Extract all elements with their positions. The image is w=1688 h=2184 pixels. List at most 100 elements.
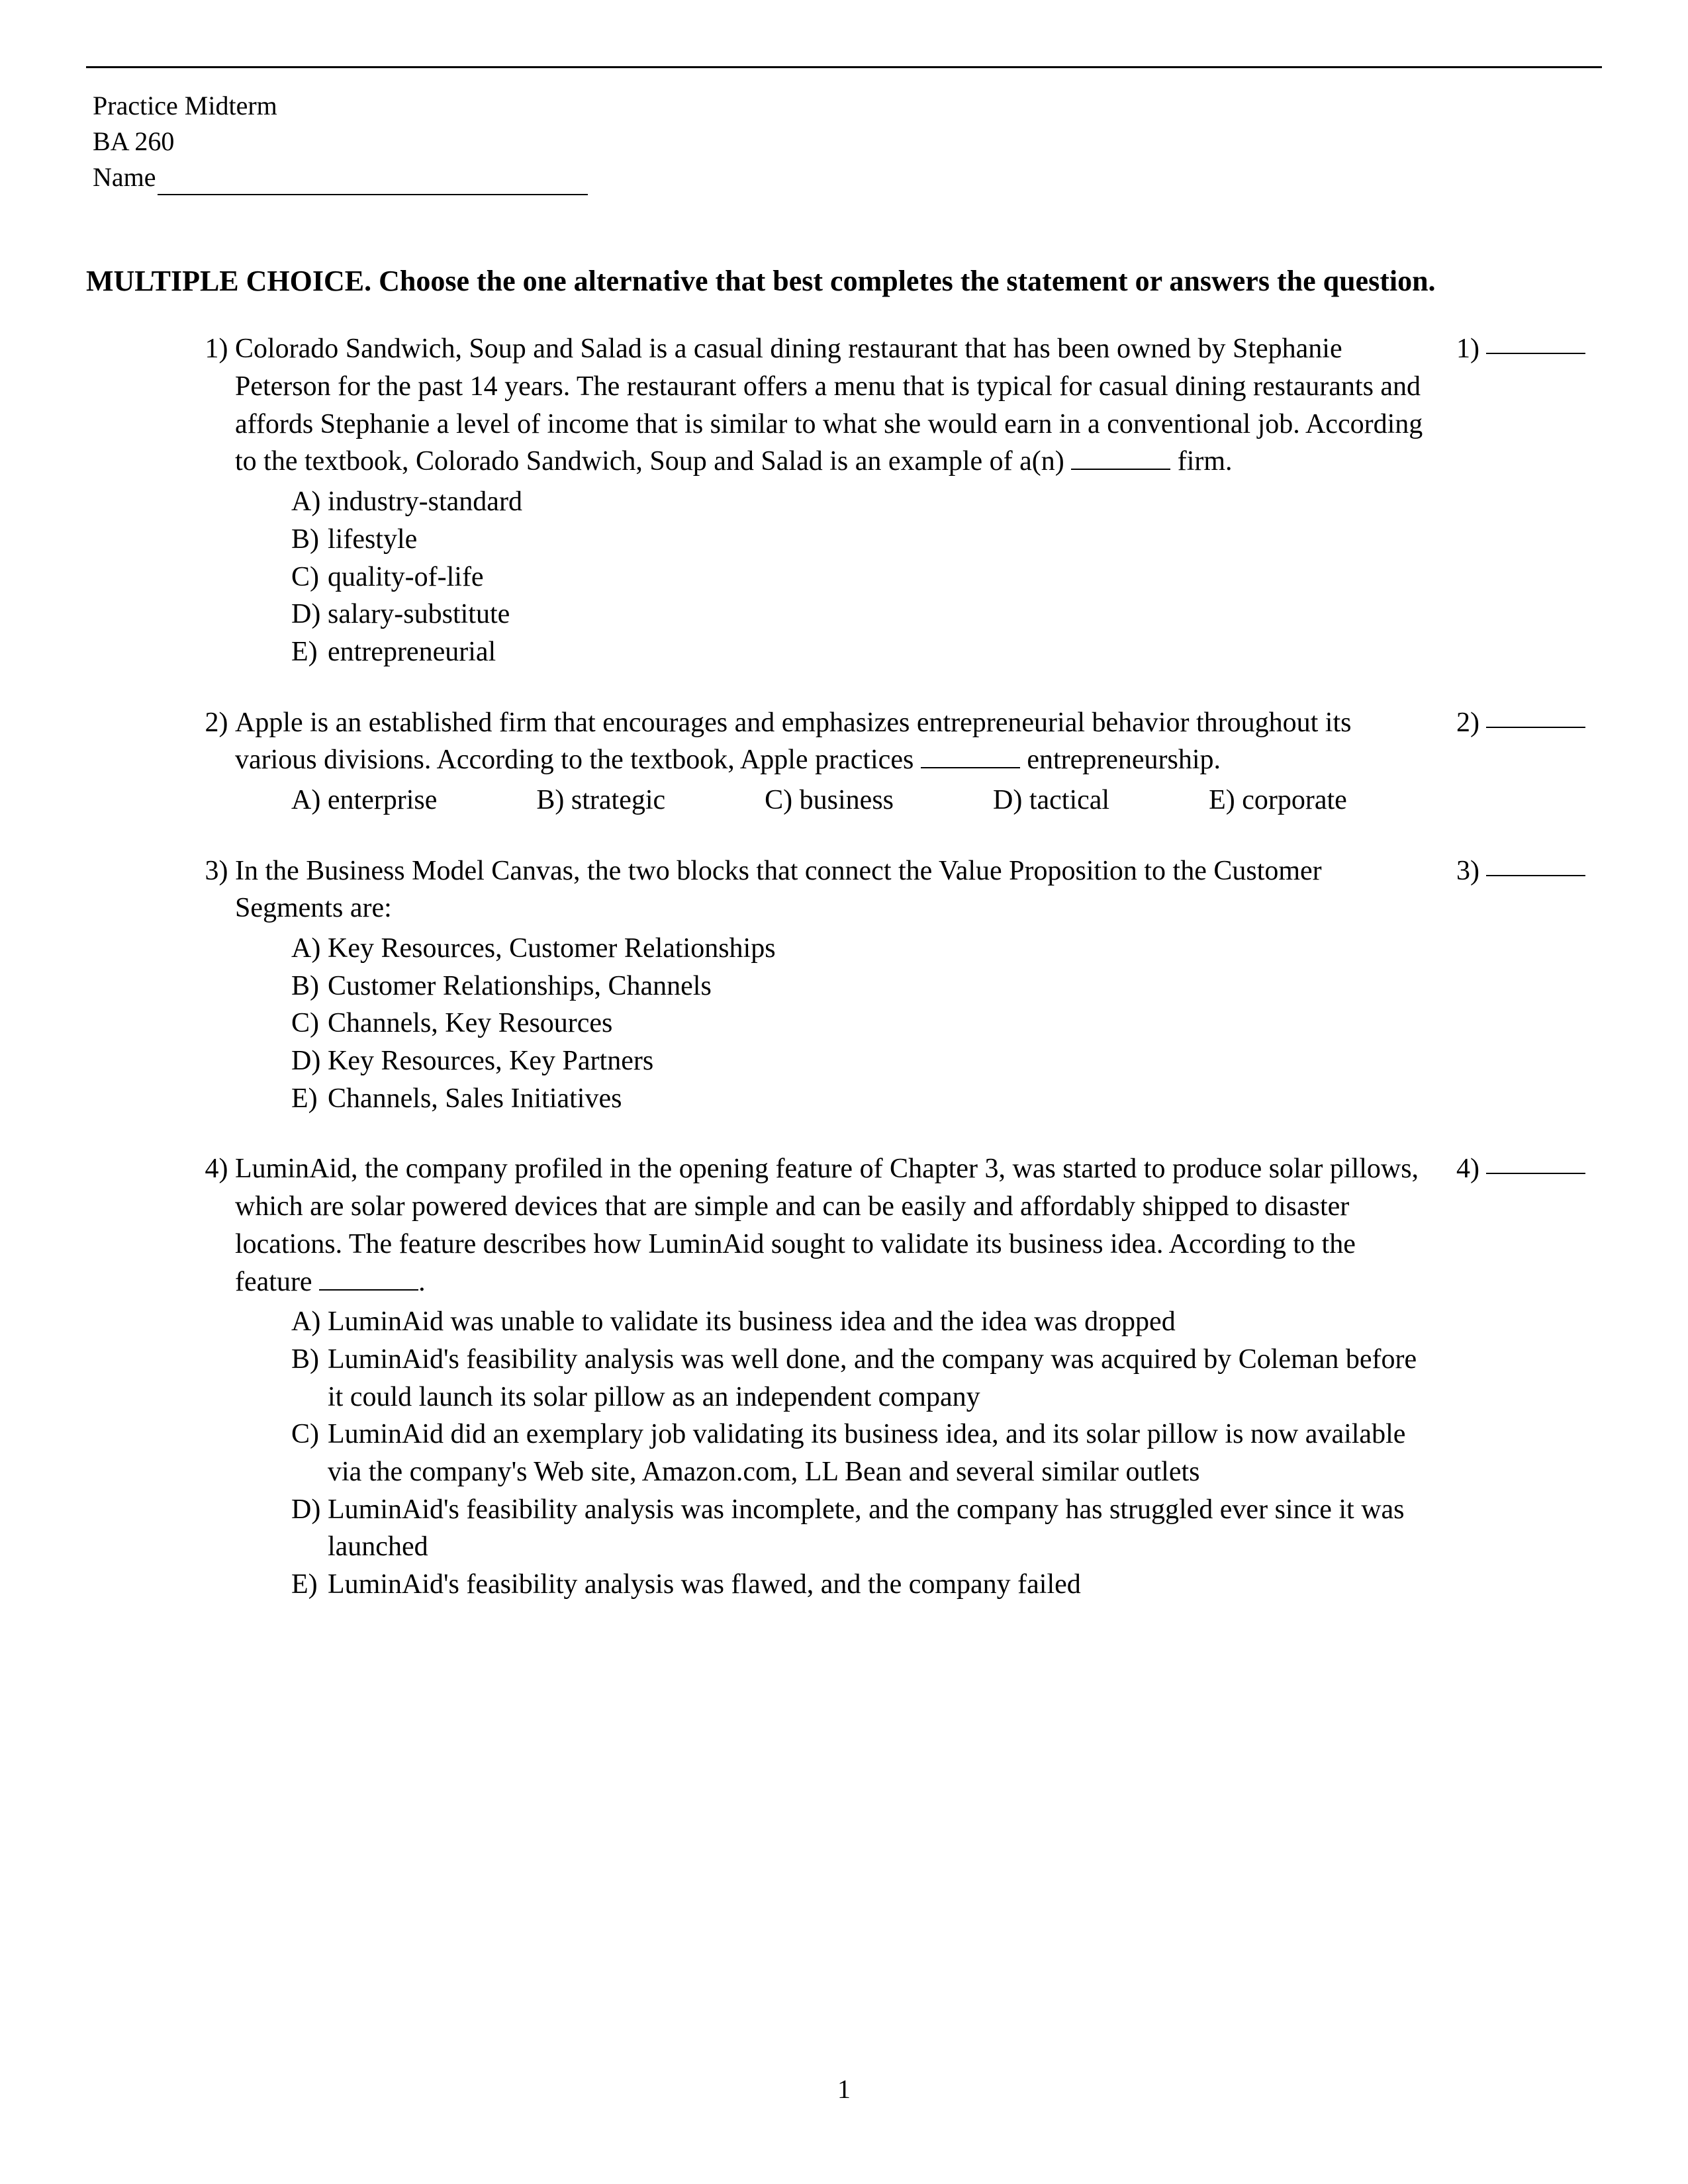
choice[interactable]: E) corporate [1209,782,1347,819]
stem-pre: Colorado Sandwich, Soup and Salad is a c… [235,334,1423,477]
choice-text: Customer Relationships, Channels [328,968,712,1005]
instructions: MULTIPLE CHOICE. Choose the one alternat… [86,261,1602,300]
choice[interactable]: A)LuminAid was unable to validate its bu… [291,1303,1430,1341]
answer-blank[interactable] [1486,704,1585,728]
question-number: 2) [199,704,235,742]
choice[interactable]: A)industry-standard [291,483,1430,521]
choice-text: LuminAid did an exemplary job validating… [328,1416,1430,1490]
answer-column: 1) [1456,330,1602,368]
choice[interactable]: A) enterprise [291,782,437,819]
choice[interactable]: E)entrepreneurial [291,633,1430,671]
choice-letter: D) [291,1042,328,1080]
choice-text: LuminAid was unable to validate its busi… [328,1303,1176,1341]
name-label: Name [93,162,156,192]
choice-text: LuminAid's feasibility analysis was flaw… [328,1566,1081,1604]
question-row: 3) In the Business Model Canvas, the two… [199,852,1602,1118]
choice[interactable]: C)quality-of-life [291,559,1430,596]
choice-letter: A) [291,1303,328,1341]
question-number: 1) [199,330,235,368]
choice[interactable]: B)LuminAid's feasibility analysis was we… [291,1341,1430,1416]
choice-text: Key Resources, Customer Relationships [328,930,776,968]
choice-letter: D) [291,1491,328,1566]
header-line-1: Practice Midterm [93,88,1602,124]
question-body: Apple is an established firm that encour… [235,704,1456,819]
choice[interactable]: A)Key Resources, Customer Relationships [291,930,1430,968]
stem-post: firm. [1170,446,1232,477]
choice[interactable]: E)Channels, Sales Initiatives [291,1080,1430,1118]
choice[interactable]: D)LuminAid's feasibility analysis was in… [291,1491,1430,1566]
choice[interactable]: E)LuminAid's feasibility analysis was fl… [291,1566,1430,1604]
answer-blank[interactable] [1486,1150,1585,1174]
choice-letter: B) [291,521,328,559]
choice-letter: C) [291,1005,328,1042]
top-rule [86,66,1602,68]
choices-stacked: A)Key Resources, Customer RelationshipsB… [291,930,1430,1117]
question-stem: Colorado Sandwich, Soup and Salad is a c… [235,330,1430,480]
question-stem: LuminAid, the company profiled in the op… [235,1150,1430,1300]
choice-text: LuminAid's feasibility analysis was well… [328,1341,1430,1416]
choice-letter: B) [291,1341,328,1416]
choice-letter: E) [291,1080,328,1118]
choice-text: salary-substitute [328,596,510,633]
question: 3) In the Business Model Canvas, the two… [199,852,1602,1118]
stem-post: . [418,1267,426,1297]
answer-column: 2) [1456,704,1602,742]
choices-stacked: A)LuminAid was unable to validate its bu… [291,1303,1430,1604]
choice-text: Key Resources, Key Partners [328,1042,653,1080]
choice[interactable]: B)lifestyle [291,521,1430,559]
choice[interactable]: C) business [765,782,894,819]
exam-page: Practice Midterm BA 260 Name MULTIPLE CH… [0,0,1688,2184]
question-row: 1) Colorado Sandwich, Soup and Salad is … [199,330,1602,670]
answer-number: 4) [1456,1150,1479,1188]
choice-letter: C) [291,559,328,596]
question: 4) LuminAid, the company profiled in the… [199,1150,1602,1603]
choice[interactable]: C)Channels, Key Resources [291,1005,1430,1042]
choice-text: quality-of-life [328,559,484,596]
choice-letter: A) [291,483,328,521]
question-body: LuminAid, the company profiled in the op… [235,1150,1456,1603]
choice-letter: E) [291,1566,328,1604]
header-block: Practice Midterm BA 260 Name [93,88,1602,195]
choice[interactable]: D)Key Resources, Key Partners [291,1042,1430,1080]
question-number: 4) [199,1150,235,1188]
fill-blank[interactable] [319,1289,418,1291]
questions-container: 1) Colorado Sandwich, Soup and Salad is … [199,330,1602,1603]
question-number: 3) [199,852,235,890]
question: 2) Apple is an established firm that enc… [199,704,1602,819]
choice[interactable]: B) strategic [536,782,665,819]
fill-blank[interactable] [921,767,1020,768]
choice-text: industry-standard [328,483,522,521]
choices-stacked: A)industry-standardB)lifestyleC)quality-… [291,483,1430,670]
question-row: 4) LuminAid, the company profiled in the… [199,1150,1602,1603]
choice-letter: C) [291,1416,328,1490]
header-line-2: BA 260 [93,124,1602,159]
choice-text: entrepreneurial [328,633,496,671]
answer-blank[interactable] [1486,330,1585,354]
answer-number: 1) [1456,330,1479,368]
stem-pre: LuminAid, the company profiled in the op… [235,1154,1419,1297]
choice[interactable]: B)Customer Relationships, Channels [291,968,1430,1005]
question-body: In the Business Model Canvas, the two bl… [235,852,1456,1118]
answer-column: 4) [1456,1150,1602,1188]
choice-letter: B) [291,968,328,1005]
choice-text: Channels, Sales Initiatives [328,1080,622,1118]
choice-letter: D) [291,596,328,633]
choice[interactable]: D) tactical [993,782,1109,819]
answer-blank[interactable] [1486,852,1585,876]
choice-text: LuminAid's feasibility analysis was inco… [328,1491,1430,1566]
answer-number: 2) [1456,704,1479,742]
question-stem: Apple is an established firm that encour… [235,704,1430,779]
choice[interactable]: D)salary-substitute [291,596,1430,633]
choice-text: Channels, Key Resources [328,1005,612,1042]
choice-letter: A) [291,930,328,968]
answer-column: 3) [1456,852,1602,890]
question-body: Colorado Sandwich, Soup and Salad is a c… [235,330,1456,670]
answer-number: 3) [1456,852,1479,890]
name-blank[interactable] [158,194,588,195]
fill-blank[interactable] [1071,469,1170,470]
stem-pre: In the Business Model Canvas, the two bl… [235,856,1322,924]
question-stem: In the Business Model Canvas, the two bl… [235,852,1430,927]
question: 1) Colorado Sandwich, Soup and Salad is … [199,330,1602,670]
question-row: 2) Apple is an established firm that enc… [199,704,1602,819]
choice[interactable]: C)LuminAid did an exemplary job validati… [291,1416,1430,1490]
